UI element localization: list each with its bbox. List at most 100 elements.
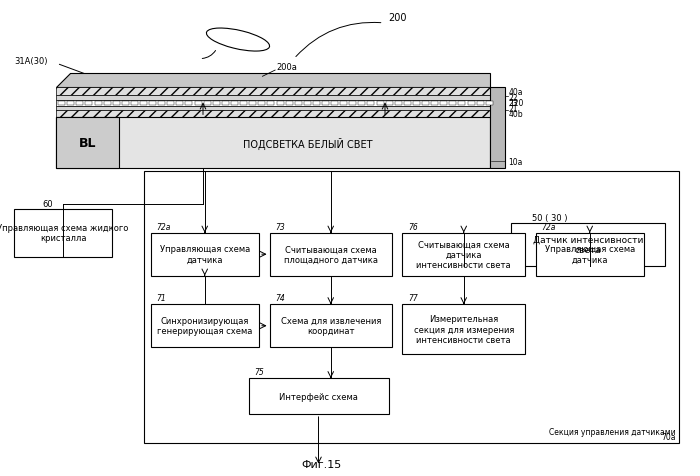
Bar — [402, 233, 525, 276]
Text: 21: 21 — [508, 105, 518, 113]
Text: 50 ( 30 ): 50 ( 30 ) — [532, 213, 568, 222]
Bar — [204, 101, 211, 106]
Bar — [377, 101, 384, 106]
Bar — [56, 107, 490, 111]
Bar — [213, 101, 220, 106]
Bar — [286, 101, 293, 106]
Bar — [76, 101, 83, 106]
Bar — [167, 101, 174, 106]
Bar — [458, 101, 466, 106]
Bar — [431, 101, 438, 106]
Text: Фиг.15: Фиг.15 — [302, 459, 342, 469]
Bar — [404, 101, 411, 106]
Bar — [56, 96, 490, 100]
Text: Управляющая схема
датчика: Управляющая схема датчика — [160, 245, 250, 264]
Text: 40b: 40b — [508, 110, 523, 119]
Text: 23: 23 — [508, 99, 518, 108]
Ellipse shape — [206, 29, 270, 52]
Bar — [270, 305, 392, 347]
Bar — [402, 305, 525, 355]
Polygon shape — [56, 74, 490, 88]
Bar — [56, 100, 490, 107]
Text: Датчик интенсивности
света: Датчик интенсивности света — [533, 236, 643, 255]
Bar — [94, 101, 101, 106]
Bar — [144, 171, 679, 443]
Bar — [240, 101, 247, 106]
Bar — [150, 305, 259, 347]
Text: 200: 200 — [389, 13, 407, 23]
Bar — [122, 101, 129, 106]
Bar — [85, 101, 92, 106]
Text: Считывающая схема
датчика
интенсивности света: Считывающая схема датчика интенсивности … — [416, 240, 511, 269]
Bar — [248, 378, 389, 414]
Text: Измерительная
секция для измерения
интенсивности света: Измерительная секция для измерения интен… — [414, 315, 514, 345]
Bar — [511, 224, 665, 267]
Bar — [490, 88, 505, 169]
Bar — [477, 101, 484, 106]
Text: 75: 75 — [254, 367, 264, 377]
Text: 31A(30): 31A(30) — [14, 57, 48, 66]
Text: 71: 71 — [156, 294, 166, 303]
Bar — [395, 101, 402, 106]
Text: 22: 22 — [508, 94, 518, 103]
Bar — [468, 101, 475, 106]
Bar — [358, 101, 365, 106]
Text: 200a: 200a — [276, 63, 298, 72]
Bar — [449, 101, 456, 106]
Bar — [149, 101, 156, 106]
Bar — [131, 101, 138, 106]
Bar — [56, 118, 119, 169]
Bar — [422, 101, 429, 106]
Text: 72a: 72a — [541, 222, 556, 231]
Bar — [331, 101, 338, 106]
Text: Схема для извлечения
координат: Схема для извлечения координат — [281, 317, 381, 336]
Bar — [368, 101, 374, 106]
Bar — [158, 101, 165, 106]
Text: Считывающая схема
площадного датчика: Считывающая схема площадного датчика — [284, 245, 378, 264]
Bar — [258, 101, 265, 106]
Bar — [56, 111, 490, 118]
Bar — [249, 101, 256, 106]
Text: Секция управления датчиками: Секция управления датчиками — [549, 427, 676, 436]
Text: Управляющая схема жидкого
кристалла: Управляющая схема жидкого кристалла — [0, 224, 129, 243]
Text: Управляющая схема
датчика: Управляющая схема датчика — [545, 245, 635, 264]
Text: 70a: 70a — [661, 432, 676, 441]
Bar — [104, 101, 111, 106]
Bar — [486, 101, 493, 106]
Bar — [150, 233, 259, 276]
Bar — [270, 233, 392, 276]
Bar — [231, 101, 238, 106]
Bar — [186, 101, 192, 106]
Bar — [58, 101, 65, 106]
Text: 76: 76 — [408, 222, 418, 231]
Bar — [56, 118, 490, 169]
Bar — [440, 101, 447, 106]
Bar — [195, 101, 202, 106]
Text: Интерфейс схема: Интерфейс схема — [279, 392, 358, 401]
Bar — [322, 101, 329, 106]
Text: 120: 120 — [509, 99, 524, 108]
Bar — [304, 101, 311, 106]
Bar — [56, 88, 490, 96]
Text: BL: BL — [78, 137, 97, 150]
Bar — [413, 101, 420, 106]
Bar — [340, 101, 347, 106]
Text: Синхронизирующая
генерирующая схема: Синхронизирующая генерирующая схема — [157, 317, 253, 336]
Text: ПОДСВЕТКА БЕЛЫЙ СВЕТ: ПОДСВЕТКА БЕЛЫЙ СВЕТ — [244, 137, 372, 149]
Bar — [267, 101, 274, 106]
Bar — [113, 101, 120, 106]
Text: 60: 60 — [42, 200, 52, 209]
Text: 77: 77 — [408, 294, 418, 303]
Bar — [386, 101, 393, 106]
Bar — [14, 209, 112, 257]
Bar — [140, 101, 147, 106]
Bar — [295, 101, 302, 106]
Text: 40a: 40a — [508, 88, 523, 97]
Bar — [276, 101, 284, 106]
Text: 74: 74 — [275, 294, 285, 303]
Bar — [176, 101, 183, 106]
Bar — [536, 233, 644, 276]
Text: 72a: 72a — [156, 222, 171, 231]
Bar — [222, 101, 229, 106]
Bar — [67, 101, 74, 106]
